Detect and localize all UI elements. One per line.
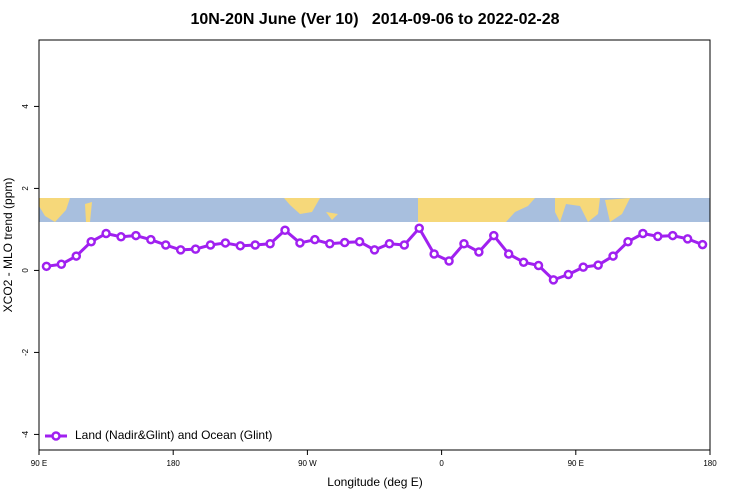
point (175, 245, 186, 255)
point (533, 260, 544, 271)
x-tick-label: 90 W (298, 459, 317, 468)
point (339, 237, 350, 248)
point (667, 230, 678, 241)
point (444, 256, 454, 266)
x-tick-label: 180 (703, 459, 717, 468)
point (653, 231, 663, 242)
point (682, 234, 693, 244)
point (86, 236, 96, 247)
point (608, 251, 618, 261)
legend-label: Land (Nadir&Glint) and Ocean (Glint) (75, 428, 272, 442)
x-tick-label: 90 E (31, 459, 47, 468)
point (56, 259, 67, 270)
point (280, 225, 290, 235)
point (310, 234, 320, 245)
point (131, 230, 141, 241)
chart-title: 10N-20N June (Ver 10) 2014-09-06 to 2022… (190, 11, 559, 28)
point (548, 275, 559, 285)
point (71, 251, 82, 261)
point (101, 228, 111, 239)
point (593, 260, 603, 270)
y-tick-label: 0 (21, 268, 30, 273)
point (369, 245, 380, 255)
point (265, 239, 275, 249)
point (414, 223, 424, 233)
point (459, 239, 469, 249)
point (160, 240, 171, 250)
y-axis-label: XCO2 - MLO trend (ppm) (1, 178, 15, 313)
y-tick-label: 4 (21, 104, 30, 109)
point (295, 238, 305, 248)
point (384, 239, 395, 249)
point (638, 228, 648, 239)
map-band (39, 198, 710, 222)
point (190, 244, 201, 254)
point (578, 262, 589, 272)
point (489, 230, 499, 241)
y-tick-label: -2 (21, 348, 30, 356)
point (250, 240, 260, 250)
point (474, 247, 484, 257)
point (220, 238, 231, 248)
point (503, 249, 514, 259)
point (205, 240, 216, 250)
point (399, 240, 410, 250)
point (429, 249, 439, 259)
point (518, 257, 529, 267)
point (325, 239, 335, 249)
point (354, 236, 365, 247)
point (623, 236, 633, 247)
point (41, 261, 52, 272)
x-tick-label: 180 (167, 459, 181, 468)
point (563, 269, 574, 280)
x-tick-label: 0 (439, 459, 444, 468)
point (235, 241, 246, 251)
x-tick-label: 90 E (568, 459, 584, 468)
point (116, 232, 126, 242)
x-axis-label: Longitude (deg E) (327, 475, 422, 489)
point (146, 234, 156, 245)
point (697, 239, 708, 250)
y-tick-label: -4 (21, 430, 30, 438)
legend-marker (51, 431, 61, 441)
y-tick-label: 2 (21, 186, 30, 191)
plot-frame (38, 39, 711, 451)
